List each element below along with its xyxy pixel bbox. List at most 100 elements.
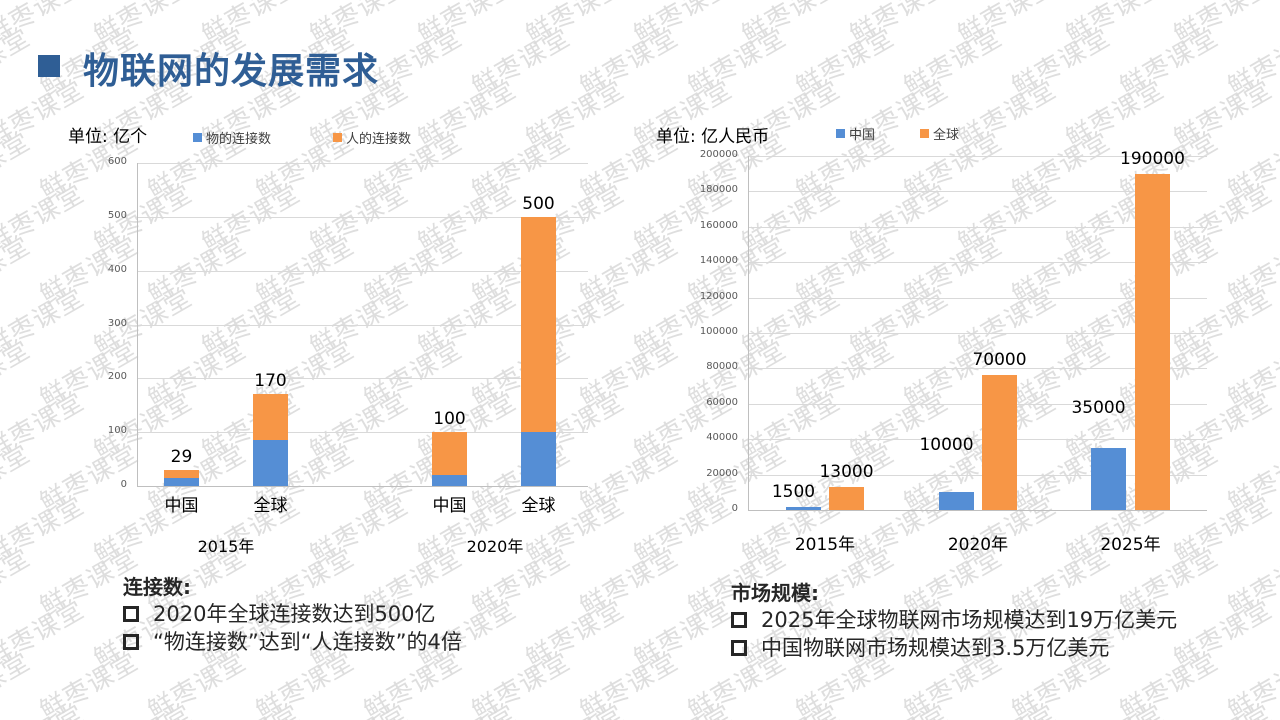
y-axis-tick-label: 500 (107, 209, 127, 221)
y-axis-tick-label: 120000 (699, 290, 738, 302)
x-group-label: 2015年 (794, 535, 856, 555)
legend-swatch-orange-icon (920, 129, 929, 138)
gridline (137, 378, 588, 380)
bar-china (939, 492, 974, 510)
y-axis-tick-label: 200 (107, 371, 127, 383)
x-category-label: 全球 (253, 496, 288, 516)
legend-item-things: 物的连接数 (193, 128, 271, 147)
y-axis-tick-label: 400 (107, 263, 127, 275)
right-chart-unit-label: 单位: 亿人民币 (656, 127, 770, 147)
bar-china-label: 1500 (771, 482, 816, 503)
legend-item-people: 人的连接数 (333, 128, 411, 147)
checkbox-bullet-icon (731, 612, 747, 628)
bar-things-connections (521, 432, 556, 486)
notes-heading: 连接数: (123, 575, 191, 599)
y-axis-tick-label: 0 (120, 479, 127, 490)
legend-label: 全球 (933, 128, 960, 143)
note-text: 中国物联网市场规模达到3.5万亿美元 (761, 636, 1110, 660)
gridline (137, 432, 588, 434)
y-axis-tick-label: 0 (731, 503, 738, 514)
note-item: 2025年全球物联网市场规模达到19万亿美元 (731, 606, 1177, 634)
y-axis-tick-label: 300 (107, 317, 127, 329)
bar-total-label: 29 (170, 447, 193, 468)
bar-people-connections (432, 432, 467, 476)
gridline (748, 262, 1207, 264)
gridline (748, 368, 1207, 370)
y-axis-tick-label: 100 (107, 425, 127, 437)
x-category-label: 全球 (521, 496, 556, 516)
x-group-label: 2025年 (1100, 535, 1161, 555)
y-axis-tick-label: 40000 (706, 432, 738, 444)
y-axis-tick-label: 160000 (699, 219, 738, 231)
bar-people-connections (521, 216, 556, 433)
bar-china (786, 507, 821, 510)
legend-item-global: 全球 (920, 124, 959, 143)
x-group-label: 2020年 (947, 535, 1009, 555)
bar-china-label: 10000 (919, 435, 974, 456)
y-axis-tick-label: 60000 (706, 396, 738, 408)
notes-connections: 连接数: 2020年全球连接数达到500亿 “物连接数”达到“人连接数”的4倍 (123, 574, 462, 656)
bar-global-label: 190000 (1120, 148, 1185, 169)
note-text: 2020年全球连接数达到500亿 (153, 602, 436, 626)
legend-label: 中国 (849, 128, 876, 143)
x-category-label: 中国 (432, 496, 467, 516)
bar-total-label: 500 (522, 193, 555, 214)
legend-swatch-blue-icon (836, 129, 845, 138)
y-axis-tick-label: 80000 (706, 361, 738, 373)
notes-market-size: 市场规模: 2025年全球物联网市场规模达到19万亿美元 中国物联网市场规模达到… (731, 580, 1177, 662)
bar-things-connections (253, 440, 288, 486)
notes-heading: 市场规模: (731, 581, 819, 605)
bar-people-connections (164, 470, 199, 478)
y-axis-tick-label: 200000 (699, 149, 738, 160)
x-group-label: 2015年 (197, 537, 255, 556)
gridline (748, 191, 1207, 193)
bar-people-connections (253, 394, 288, 441)
bar-global (1135, 173, 1170, 510)
note-text: “物连接数”达到“人连接数”的4倍 (153, 630, 462, 654)
legend-swatch-blue-icon (193, 133, 202, 142)
note-item: 中国物联网市场规模达到3.5万亿美元 (731, 634, 1177, 662)
bar-global (982, 375, 1017, 510)
gridline (748, 474, 1207, 476)
left-chart-unit-label: 单位: 亿个 (68, 127, 148, 147)
bar-total-label: 170 (254, 371, 287, 392)
gridline (137, 270, 588, 272)
x-group-label: 2020年 (466, 537, 524, 556)
bar-china-label: 35000 (1071, 398, 1126, 419)
bar-global-label: 13000 (819, 461, 874, 482)
page-title: 物联网的发展需求 (83, 51, 380, 92)
gridline (137, 486, 588, 487)
bar-things-connections (432, 475, 467, 486)
checkbox-bullet-icon (731, 640, 747, 656)
legend-item-china: 中国 (836, 124, 875, 143)
gridline (748, 439, 1207, 441)
x-category-label: 中国 (164, 496, 199, 516)
checkbox-bullet-icon (123, 634, 139, 650)
bar-things-connections (164, 477, 199, 486)
gridline (748, 333, 1207, 334)
bar-total-label: 100 (433, 409, 466, 430)
bar-global-label: 70000 (972, 350, 1027, 371)
bar-global (829, 486, 864, 510)
note-text: 2025年全球物联网市场规模达到19万亿美元 (761, 608, 1178, 632)
y-axis-tick-label: 140000 (699, 255, 738, 267)
gridline (748, 156, 1207, 157)
gridline (748, 297, 1207, 299)
gridline (748, 226, 1207, 228)
y-axis-line (137, 163, 138, 486)
legend-label: 物的连接数 (206, 132, 272, 147)
legend-label: 人的连接数 (346, 132, 412, 147)
gridline (748, 403, 1207, 405)
y-axis-tick-label: 600 (107, 156, 127, 167)
checkbox-bullet-icon (123, 606, 139, 622)
left-chart-connections: 0 100 200 300 400 500 600 29 中国 170 全球 100 中国 500 全球 20… (107, 156, 588, 556)
y-axis-tick-label: 180000 (699, 184, 738, 196)
gridline (137, 324, 588, 326)
y-axis-line (748, 156, 749, 510)
gridline (137, 163, 588, 164)
y-axis-tick-label: 20000 (706, 467, 738, 479)
note-item: “物连接数”达到“人连接数”的4倍 (123, 628, 462, 656)
gridline (748, 510, 1207, 511)
title-bullet-icon (38, 55, 60, 77)
